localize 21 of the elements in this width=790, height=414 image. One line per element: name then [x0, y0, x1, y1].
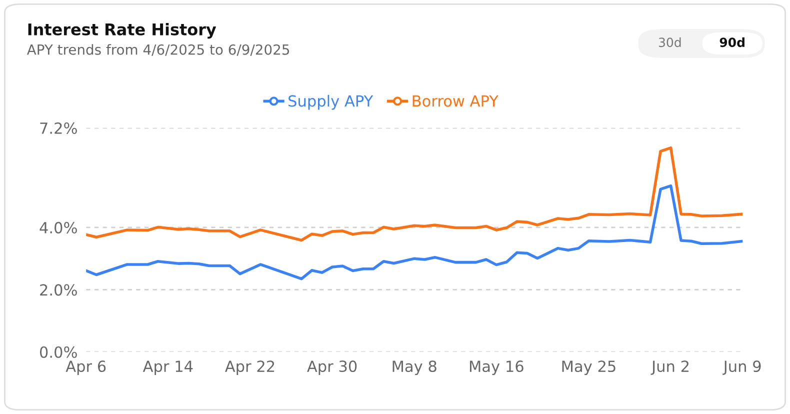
- line-series: [86, 184, 743, 280]
- x-tick-label: May 8: [392, 360, 436, 376]
- y-tick-label: 7.2%: [40, 122, 77, 134]
- x-tick-label: Apr 14: [142, 360, 193, 376]
- line-series: [86, 146, 743, 242]
- x-tick-label: May 16: [470, 360, 524, 376]
- x-tick-label: Jun 2: [650, 360, 688, 375]
- x-tick-label: May 25: [562, 360, 616, 376]
- legend-label: Supply APY: [288, 94, 374, 110]
- chart-subtitle: APY trends from 4/6/2025 to 6/9/2025: [26, 44, 290, 56]
- x-tick-label: Apr 30: [307, 360, 357, 376]
- legend-label: Borrow APY: [412, 95, 498, 107]
- chart-title: Interest Rate History: [28, 23, 216, 39]
- x-tick-label: Apr 22: [224, 360, 274, 376]
- y-tick-label: 0.0%: [40, 346, 77, 358]
- text: 90d: [720, 37, 744, 48]
- x-tick-label: Apr 6: [66, 360, 106, 376]
- text: 30d: [658, 37, 681, 48]
- y-tick-label: 2.0%: [40, 284, 77, 296]
- y-tick-label: 4.0%: [40, 222, 77, 234]
- x-tick-label: Jun 9: [722, 360, 761, 375]
